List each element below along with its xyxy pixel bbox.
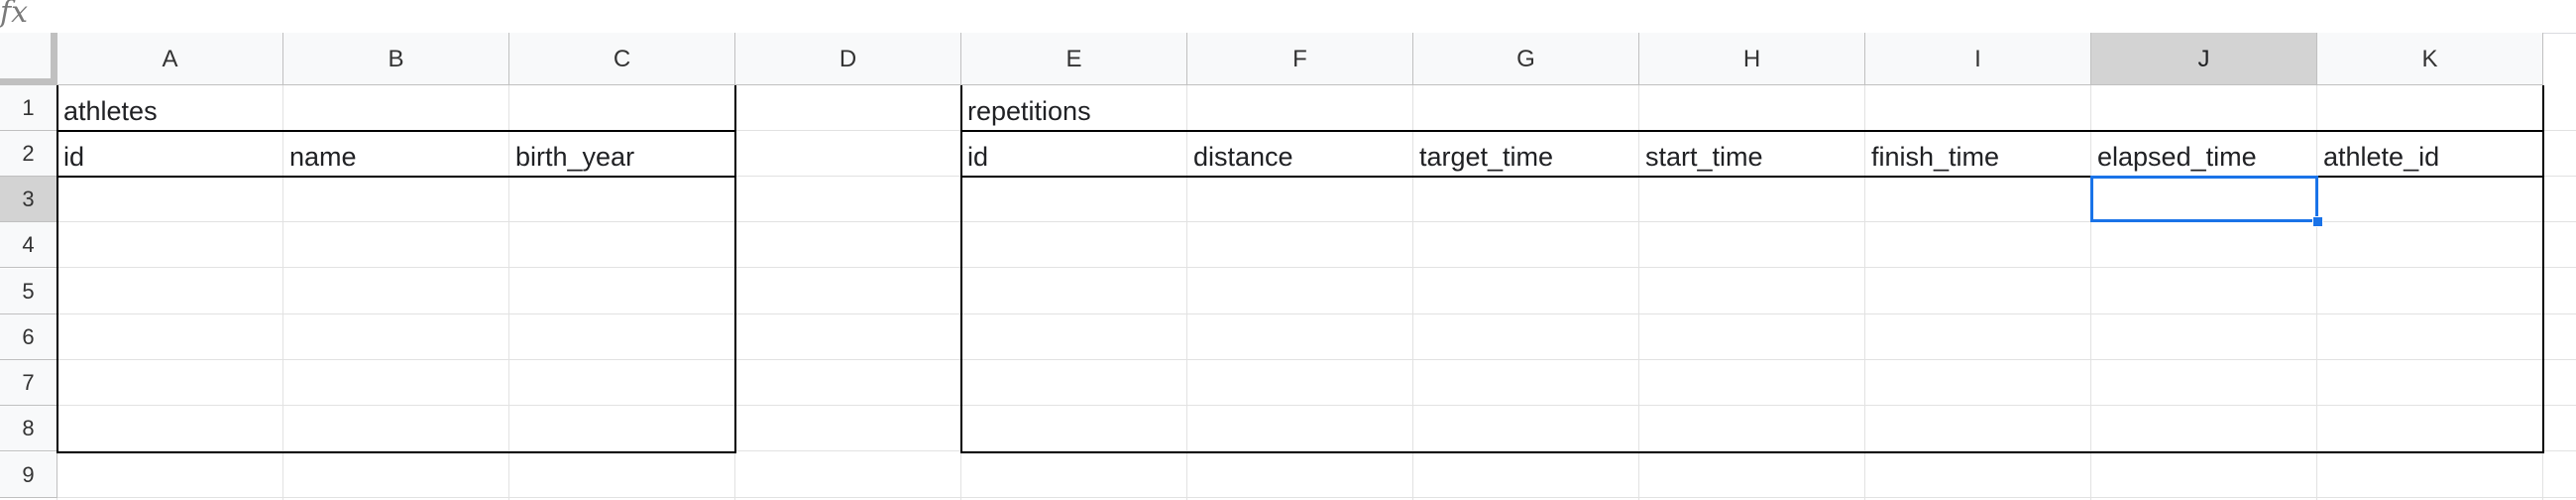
column-header-d[interactable]: D [735,33,961,85]
selected-cell[interactable] [2090,176,2318,222]
grid-line-horizontal [57,359,2576,360]
repetitions-table-bottom-border [960,451,2544,453]
column-header-k[interactable]: K [2317,33,2543,85]
column-header-j[interactable]: J [2091,33,2317,85]
column-header-g[interactable]: G [1413,33,1639,85]
repetitions-header-finish-time[interactable]: finish_time [1871,142,2000,172]
grid-line-vertical [282,85,283,500]
column-header-b[interactable]: B [283,33,509,85]
row-header-1[interactable]: 1 [0,85,57,131]
repetitions-title-cell[interactable]: repetitions [967,96,1091,126]
grid-line-horizontal [57,405,2576,406]
athletes-table-left-border [56,85,58,453]
athletes-header-birth-year[interactable]: birth_year [515,142,635,172]
grid-line-vertical [1412,85,1413,500]
repetitions-table-right-border [2542,85,2544,453]
column-header-f[interactable]: F [1187,33,1413,85]
row-header-6[interactable]: 6 [0,314,57,360]
grid-line-horizontal [57,221,2576,222]
row-header-8[interactable]: 8 [0,406,57,451]
column-header-a[interactable]: A [57,33,283,85]
row-header-2[interactable]: 2 [0,131,57,177]
athletes-header-name[interactable]: name [289,142,357,172]
grid-line-vertical [508,85,509,500]
column-header-h[interactable]: H [1639,33,1865,85]
row-header-4[interactable]: 4 [0,222,57,268]
athletes-table-bottom-border [56,451,736,453]
fx-icon: fx [0,0,29,30]
grid-line-horizontal [57,497,2576,498]
athletes-table-header-bottom-border [56,176,736,178]
spreadsheet-grid[interactable]: A B C D E F G H I J K 1 2 3 4 5 6 7 8 9 athletes id name birth_… [0,33,2576,500]
repetitions-table-left-border [960,85,962,453]
formula-bar[interactable]: fx [0,0,2576,34]
grid-line-horizontal [57,450,2576,451]
repetitions-header-athlete-id[interactable]: athlete_id [2323,142,2440,172]
repetitions-table-header-bottom-border [960,176,2544,178]
grid-line-vertical [2090,85,2091,500]
athletes-table-header-top-border [56,130,736,132]
grid-line-horizontal [57,313,2576,314]
column-header-e[interactable]: E [961,33,1187,85]
grid-line-vertical [2316,85,2317,500]
repetitions-header-target-time[interactable]: target_time [1419,142,1554,172]
repetitions-table-header-top-border [960,130,2544,132]
repetitions-header-start-time[interactable]: start_time [1645,142,1763,172]
grid-line-vertical [1186,85,1187,500]
grid-line-vertical [1638,85,1639,500]
repetitions-header-id[interactable]: id [967,142,989,172]
athletes-table-right-border [734,85,736,453]
row-header-7[interactable]: 7 [0,360,57,406]
repetitions-header-elapsed-time[interactable]: elapsed_time [2097,142,2257,172]
fill-handle[interactable] [2312,216,2323,227]
select-all-corner[interactable] [0,33,57,85]
column-header-i[interactable]: I [1865,33,2091,85]
athletes-header-id[interactable]: id [63,142,85,172]
grid-line-horizontal [57,267,2576,268]
athletes-title-cell[interactable]: athletes [63,96,158,126]
column-header-c[interactable]: C [509,33,735,85]
row-header-5[interactable]: 5 [0,269,57,314]
grid-line-vertical [1864,85,1865,500]
row-header-3[interactable]: 3 [0,177,57,222]
row-header-9[interactable]: 9 [0,452,57,498]
repetitions-header-distance[interactable]: distance [1193,142,1293,172]
